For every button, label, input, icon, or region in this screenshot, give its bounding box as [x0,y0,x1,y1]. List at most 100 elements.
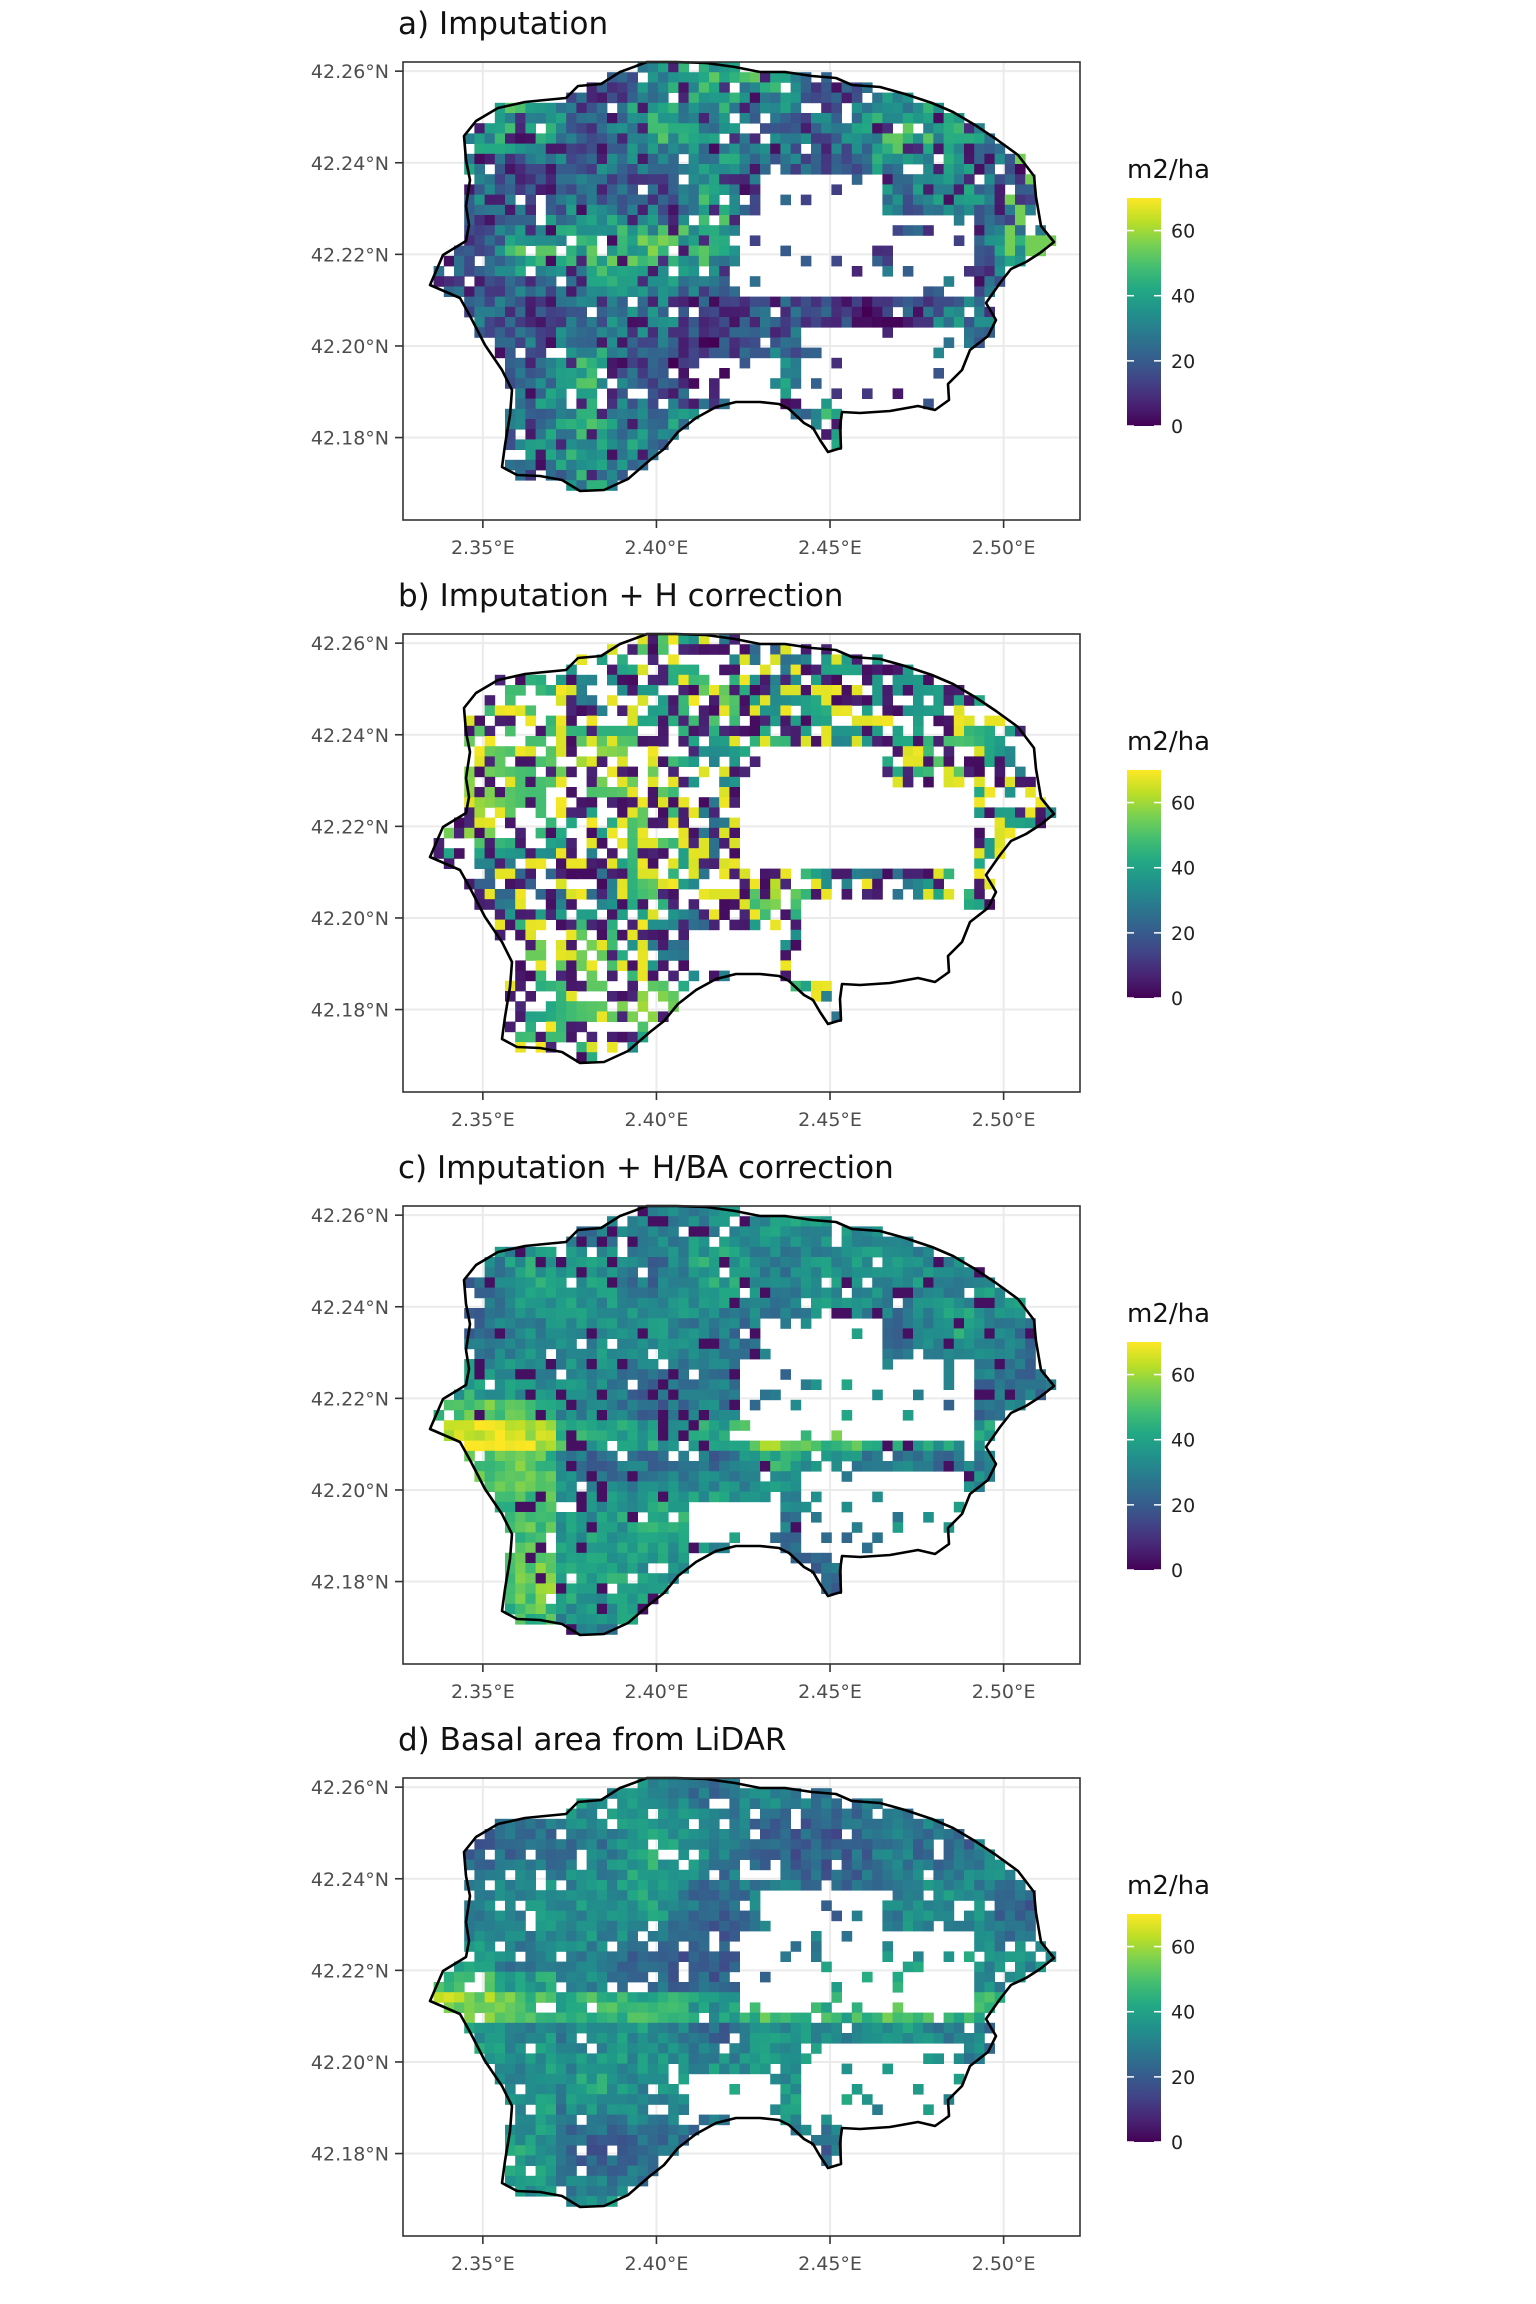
raster-cell [1025,1900,1036,1911]
raster-cell [566,1880,577,1891]
raster-cell [586,1982,598,1993]
raster-cell [719,1900,730,1911]
raster-cell [780,1951,791,1962]
raster-cell [464,1961,475,1973]
raster-cell [566,1869,577,1881]
raster-cell [780,1859,791,1871]
x-tick-label: 2.45°E [798,1681,862,1703]
raster-cell [556,1818,567,1830]
raster-cell [464,235,475,246]
raster-cell [617,1267,628,1278]
raster-cell [658,1267,669,1278]
raster-cell [882,685,893,696]
raster-cell [678,940,689,951]
raster-cell [647,235,659,246]
raster-cell [841,878,853,890]
raster-cell [515,1593,526,1605]
raster-cell [545,2033,557,2044]
raster-cell [596,838,608,849]
raster-cell [811,1267,822,1278]
raster-cell [535,1308,547,1319]
raster-cell [647,817,659,829]
raster-cell [474,1880,485,1891]
raster-cell [1004,174,1016,185]
raster-cell [637,286,649,297]
raster-cell [811,1808,822,1820]
raster-cell [678,1236,689,1248]
raster-cell [1004,1931,1016,1942]
raster-cell [647,919,659,931]
raster-cell [1004,153,1016,165]
raster-cell [729,1849,740,1860]
raster-cell [739,92,751,104]
raster-cell [586,848,598,859]
raster-cell [821,654,832,665]
raster-cell [739,1440,751,1452]
raster-cell [943,204,955,216]
raster-cell [586,2104,598,2115]
raster-cell [668,174,679,185]
raster-cell [617,1226,628,1237]
raster-cell [1004,807,1016,818]
raster-cell [739,705,751,716]
raster-cell [698,347,710,359]
raster-cell [1025,1369,1036,1380]
raster-cell [841,705,853,716]
raster-cell [790,143,802,155]
raster-cell [964,1910,975,1922]
raster-cell [984,1961,995,1973]
raster-cell [668,1532,679,1543]
raster-cell [586,980,598,992]
raster-cell [627,807,638,818]
raster-cell [586,1859,598,1871]
raster-cell [974,899,985,910]
raster-cell [617,2073,628,2085]
raster-cell [831,1257,842,1268]
raster-cell [698,184,710,195]
raster-cell [596,1001,608,1012]
raster-cell [913,1328,924,1339]
raster-cell [668,153,679,165]
raster-cell [770,2104,781,2115]
raster-cell [556,153,567,165]
raster-cell [627,1389,638,1401]
raster-cell [913,715,924,727]
raster-cell [484,2002,496,2013]
raster-cell [464,266,475,277]
raster-cell [566,1001,577,1012]
raster-cell [678,2043,689,2054]
raster-cell [637,2073,649,2085]
raster-cell [515,970,526,982]
raster-cell [607,1257,618,1268]
raster-cell [729,1808,740,1820]
raster-cell [739,296,751,308]
raster-cell [637,378,649,389]
raster-cell [749,153,761,165]
raster-cell [494,133,506,144]
raster-cell [882,1287,893,1299]
raster-cell [974,827,985,839]
raster-cell [566,980,577,992]
raster-cell [545,276,557,287]
raster-cell [1004,1359,1016,1370]
raster-cell [749,102,761,114]
raster-cell [545,286,557,297]
raster-cell [902,705,914,716]
raster-cell [709,1338,720,1350]
raster-cell [556,337,567,348]
raster-cell [627,980,638,992]
raster-cell [882,705,893,716]
raster-cell [780,143,791,155]
raster-cell [576,153,587,165]
raster-cell [576,1226,587,1237]
raster-cell [515,113,526,124]
raster-cell [821,1236,832,1248]
raster-cell [658,991,669,1002]
raster-cell [515,797,526,808]
raster-cell [566,1910,577,1922]
raster-cell [974,286,985,297]
raster-cell [617,164,628,175]
raster-cell [637,1021,649,1033]
raster-cell [535,1410,547,1421]
raster-cell [749,1471,761,1482]
